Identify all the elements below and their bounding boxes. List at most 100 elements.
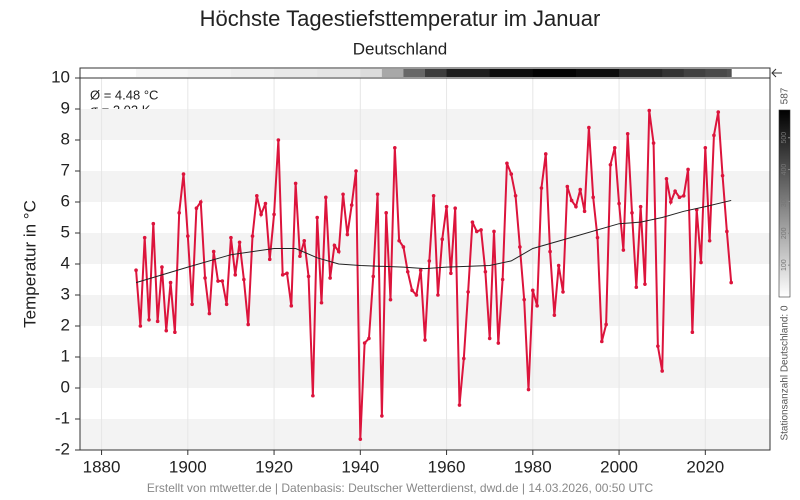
data-point	[405, 269, 410, 274]
plot-frame	[79, 67, 771, 451]
data-point	[423, 338, 427, 342]
y-tick-label: 10	[51, 67, 70, 86]
data-point	[134, 268, 138, 273]
data-point	[587, 125, 591, 130]
data-point	[276, 138, 281, 142]
data-point	[462, 356, 466, 361]
data-point	[177, 211, 181, 215]
station-strip	[136, 69, 189, 77]
y-tick-label: 5	[61, 222, 70, 241]
data-point	[414, 293, 419, 297]
data-point	[207, 311, 212, 316]
colorbar-tick-label: 100	[781, 259, 788, 271]
trend-line	[135, 199, 732, 284]
data-point	[707, 238, 712, 243]
data-point	[367, 336, 371, 341]
data-point	[457, 403, 462, 407]
data-point	[479, 228, 483, 232]
data-point	[500, 277, 505, 282]
y-tick-label: 2	[61, 315, 70, 334]
station-strip	[619, 69, 663, 77]
x-tick-label: 1920	[255, 457, 293, 476]
y-tick-label: -2	[55, 439, 70, 458]
data-point	[591, 195, 595, 200]
data-point	[673, 189, 677, 193]
data-point	[492, 229, 496, 234]
data-point	[543, 152, 548, 156]
y-tick-label: 3	[61, 284, 70, 303]
data-point	[164, 328, 169, 333]
data-point	[578, 187, 583, 192]
data-point	[634, 285, 639, 290]
data-point	[440, 237, 445, 241]
station-strip	[403, 69, 426, 77]
data-line	[135, 110, 733, 440]
y-tick-label: 0	[61, 377, 70, 396]
data-point	[298, 254, 302, 259]
y-tick-label: 4	[61, 253, 70, 272]
data-point	[160, 265, 164, 269]
data-point	[690, 330, 695, 335]
data-point	[638, 204, 643, 209]
data-point	[548, 249, 552, 254]
data-point	[384, 211, 388, 215]
station-strip	[683, 69, 706, 77]
colorbar-tick-label: 500	[781, 132, 788, 144]
data-point	[729, 280, 733, 285]
data-point	[336, 249, 341, 254]
data-point	[483, 269, 488, 274]
data-point	[332, 243, 337, 248]
data-point	[168, 280, 173, 285]
data-point	[669, 200, 673, 204]
station-strip	[705, 69, 728, 77]
data-point	[380, 414, 384, 418]
data-point	[345, 232, 350, 237]
data-point	[328, 276, 332, 280]
data-point	[556, 263, 561, 268]
x-tick-label: 2020	[686, 457, 724, 476]
data-point	[686, 167, 690, 172]
data-point	[565, 184, 570, 189]
data-point	[643, 282, 647, 286]
station-strip	[489, 69, 534, 77]
data-point	[341, 192, 345, 197]
data-point	[246, 322, 250, 327]
y-tick-label: 6	[61, 191, 70, 210]
y-tick-label: 9	[61, 98, 70, 117]
data-point	[582, 209, 587, 214]
station-strip	[575, 69, 620, 77]
data-point	[138, 324, 143, 328]
station-strip	[662, 69, 685, 77]
data-point	[531, 288, 535, 293]
data-point	[600, 339, 604, 344]
data-point	[362, 341, 367, 345]
data-point	[651, 141, 656, 145]
data-point	[186, 234, 190, 238]
station-strip	[317, 69, 361, 77]
data-point	[522, 297, 526, 302]
data-point	[211, 249, 216, 254]
data-point	[142, 235, 147, 240]
data-point	[608, 163, 613, 167]
y-tick-label: 1	[61, 346, 70, 365]
colorbar-tick-label: 200	[781, 227, 788, 239]
data-point	[393, 145, 397, 150]
colorbar	[778, 109, 791, 298]
data-point	[681, 194, 686, 198]
data-point	[418, 268, 423, 273]
data-point	[595, 235, 600, 240]
data-point	[574, 204, 578, 209]
colorbar-tick-label: 400	[781, 164, 788, 176]
data-point	[259, 212, 263, 217]
data-point	[306, 274, 311, 279]
data-point	[319, 300, 324, 305]
data-point	[272, 212, 276, 217]
y-tick-label: 7	[61, 160, 70, 179]
data-point	[427, 259, 432, 263]
data-point	[233, 273, 238, 277]
data-point	[453, 206, 457, 210]
data-point	[569, 198, 574, 203]
station-strip	[360, 69, 383, 77]
data-point	[151, 221, 156, 226]
data-point	[358, 437, 363, 441]
